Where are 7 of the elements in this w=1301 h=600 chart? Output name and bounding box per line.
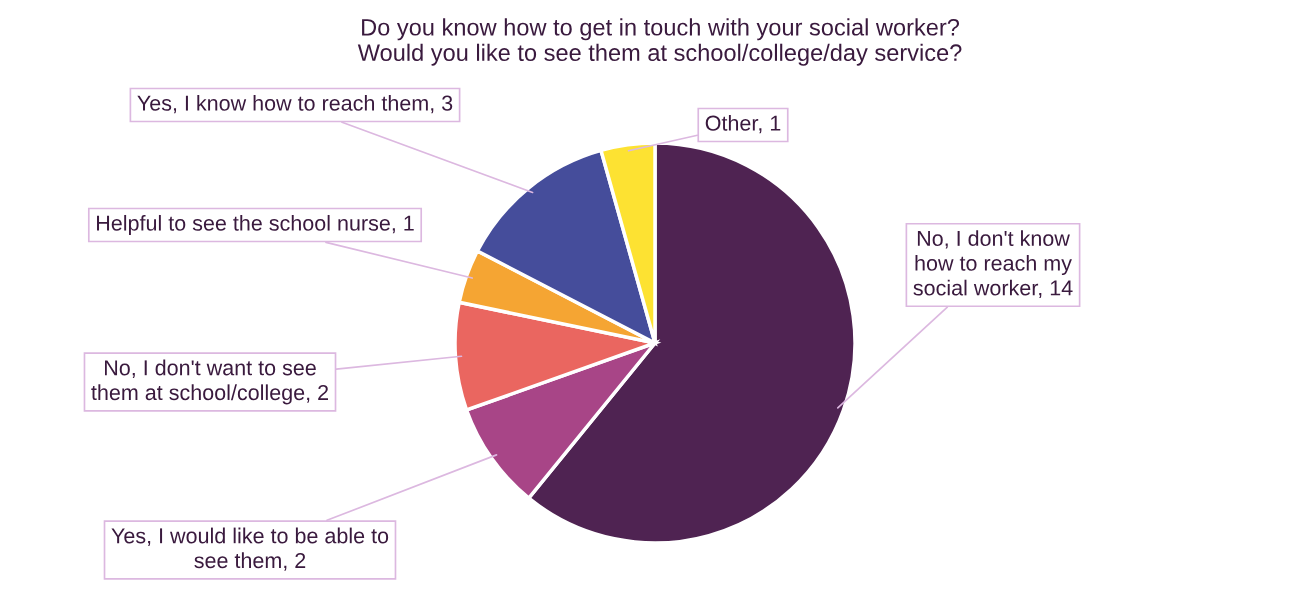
slice-label: No, I don't know how to reach my social worker, 14 bbox=[913, 230, 1073, 299]
slice-label: Helpful to see the school nurse, 1 bbox=[97, 214, 414, 236]
slice-label: No, I don't want to see them at school/college, 2 bbox=[91, 359, 328, 405]
slice-label: Yes, I know how to reach them, 3 bbox=[137, 94, 453, 114]
chart-title: Do you know how to get in touch with your social worker? Would you like to see them at school/college/day service? bbox=[357, 18, 962, 66]
slice-label: Other, 1 bbox=[705, 114, 781, 134]
slice-label: Yes, I would like to be able to see them, 2 bbox=[111, 527, 389, 571]
